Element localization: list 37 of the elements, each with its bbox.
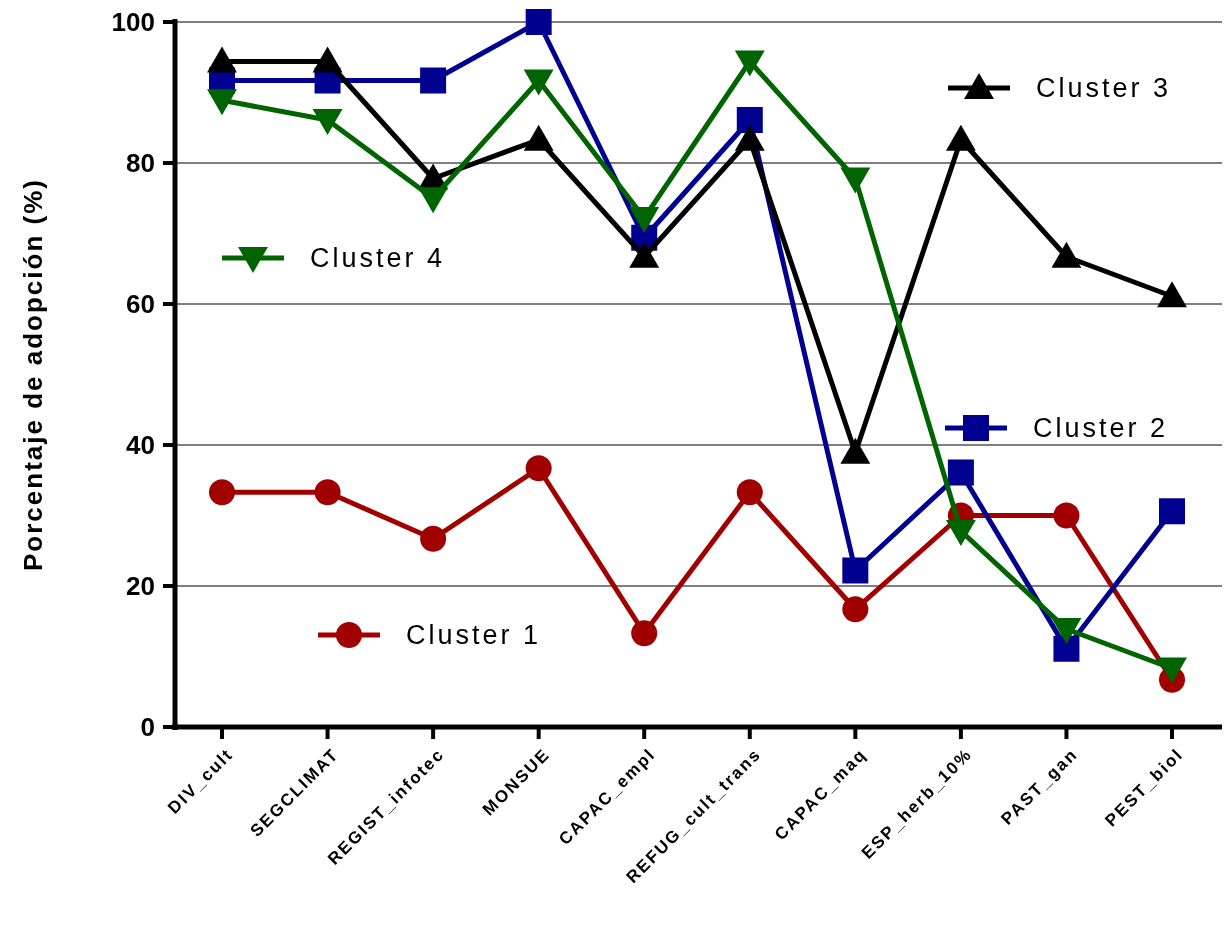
point	[1053, 635, 1080, 662]
y-axis-title: Porcentaje de adopción (%)	[18, 178, 48, 571]
point	[736, 107, 763, 133]
point	[525, 9, 552, 35]
point	[1051, 617, 1082, 644]
y-tick-label: 0	[140, 712, 155, 743]
y-tick-label: 80	[126, 148, 155, 179]
point	[209, 479, 235, 506]
point	[312, 46, 343, 73]
legend-label: Cluster 2	[1033, 413, 1169, 444]
point	[945, 519, 976, 546]
point	[1051, 241, 1082, 268]
point	[1159, 498, 1185, 525]
point	[420, 67, 447, 94]
point	[314, 479, 341, 506]
legend-label: Cluster 1	[406, 620, 542, 651]
point	[523, 124, 554, 151]
legend-label: Cluster 3	[1036, 73, 1172, 104]
y-tick-label: 40	[126, 430, 155, 461]
point	[842, 557, 869, 584]
point	[842, 596, 869, 623]
point	[945, 124, 976, 151]
point	[207, 46, 237, 73]
y-tick-label: 100	[111, 7, 155, 38]
point	[420, 525, 447, 552]
point	[947, 459, 974, 486]
legend-label: Cluster 4	[310, 243, 446, 274]
point	[1157, 281, 1187, 308]
point	[734, 124, 765, 151]
point	[525, 455, 552, 482]
point	[1157, 657, 1187, 684]
y-tick-label: 20	[126, 571, 155, 602]
point	[736, 479, 763, 506]
point	[1053, 502, 1080, 529]
y-tick-label: 60	[126, 289, 155, 320]
point	[629, 241, 660, 268]
point	[631, 620, 658, 647]
